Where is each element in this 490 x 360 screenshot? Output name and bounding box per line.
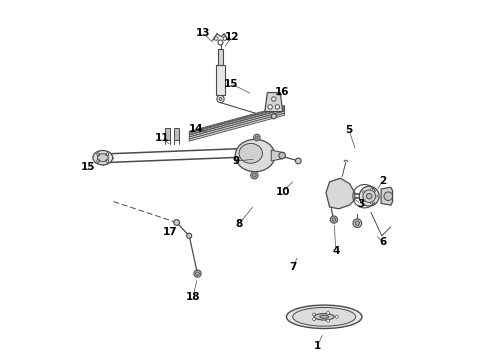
Circle shape xyxy=(355,221,360,225)
Ellipse shape xyxy=(314,314,334,320)
Text: 8: 8 xyxy=(235,219,243,229)
Ellipse shape xyxy=(359,186,379,206)
Polygon shape xyxy=(265,93,283,112)
Circle shape xyxy=(327,319,330,322)
Text: 1: 1 xyxy=(314,341,320,351)
Circle shape xyxy=(362,191,365,193)
Text: 17: 17 xyxy=(163,227,177,237)
Text: 16: 16 xyxy=(274,87,289,97)
Text: 14: 14 xyxy=(189,124,204,134)
Circle shape xyxy=(362,199,365,202)
Circle shape xyxy=(219,98,222,100)
Circle shape xyxy=(370,202,372,204)
Circle shape xyxy=(268,105,272,109)
Circle shape xyxy=(295,158,301,164)
Text: 18: 18 xyxy=(186,292,200,302)
Polygon shape xyxy=(326,178,355,209)
Circle shape xyxy=(370,188,372,190)
Ellipse shape xyxy=(98,154,108,162)
Polygon shape xyxy=(189,109,285,137)
Ellipse shape xyxy=(293,307,356,326)
Polygon shape xyxy=(189,105,285,132)
Polygon shape xyxy=(381,187,392,205)
Circle shape xyxy=(251,172,258,179)
Text: 15: 15 xyxy=(223,78,238,89)
Circle shape xyxy=(327,312,330,315)
Text: 2: 2 xyxy=(379,176,386,186)
Circle shape xyxy=(174,220,179,225)
Circle shape xyxy=(254,134,260,141)
Text: 3: 3 xyxy=(357,199,365,210)
Text: 11: 11 xyxy=(155,132,170,143)
Circle shape xyxy=(384,192,392,201)
Circle shape xyxy=(187,233,192,238)
Circle shape xyxy=(353,219,362,228)
Circle shape xyxy=(271,97,276,101)
Polygon shape xyxy=(174,128,179,140)
Polygon shape xyxy=(218,49,223,65)
Circle shape xyxy=(313,313,316,316)
Circle shape xyxy=(335,315,338,318)
Ellipse shape xyxy=(279,152,285,159)
Text: 9: 9 xyxy=(233,156,240,166)
Polygon shape xyxy=(189,113,285,141)
Polygon shape xyxy=(271,150,284,161)
Text: 5: 5 xyxy=(345,125,353,135)
Text: 15: 15 xyxy=(81,162,96,172)
Text: 12: 12 xyxy=(224,32,239,42)
Circle shape xyxy=(196,272,199,275)
Ellipse shape xyxy=(239,144,263,163)
Circle shape xyxy=(375,195,377,197)
Circle shape xyxy=(194,270,201,277)
Circle shape xyxy=(313,318,316,320)
Circle shape xyxy=(271,114,276,119)
Polygon shape xyxy=(189,111,285,139)
Polygon shape xyxy=(189,107,285,135)
Ellipse shape xyxy=(235,139,275,172)
Circle shape xyxy=(255,136,258,139)
Text: 7: 7 xyxy=(289,262,296,272)
Circle shape xyxy=(252,174,256,177)
Ellipse shape xyxy=(319,315,329,318)
Ellipse shape xyxy=(363,190,375,202)
Circle shape xyxy=(275,105,280,109)
Circle shape xyxy=(332,218,336,221)
Text: 13: 13 xyxy=(196,28,210,38)
Text: 10: 10 xyxy=(275,186,290,197)
Text: 6: 6 xyxy=(379,237,386,247)
Ellipse shape xyxy=(286,305,362,328)
Text: 4: 4 xyxy=(332,246,340,256)
Circle shape xyxy=(330,216,338,223)
Polygon shape xyxy=(216,65,225,95)
Ellipse shape xyxy=(93,150,113,165)
Ellipse shape xyxy=(367,194,372,199)
Polygon shape xyxy=(166,128,170,140)
